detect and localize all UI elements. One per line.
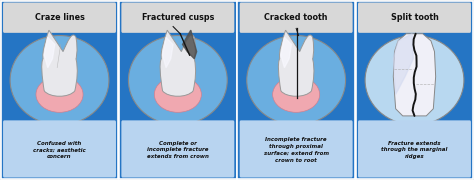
Polygon shape [182, 30, 197, 59]
PathPatch shape [160, 30, 196, 96]
Ellipse shape [155, 77, 201, 112]
Text: Fracture extends
through the marginal
ridges: Fracture extends through the marginal ri… [381, 141, 447, 159]
Text: Split tooth: Split tooth [391, 13, 438, 22]
Text: Incomplete fracture
through proximal
surface; extend from
crown to root: Incomplete fracture through proximal sur… [264, 137, 329, 163]
PathPatch shape [278, 30, 314, 96]
Text: Craze lines: Craze lines [35, 13, 84, 22]
Ellipse shape [10, 35, 109, 125]
FancyBboxPatch shape [121, 120, 234, 177]
FancyBboxPatch shape [358, 3, 471, 33]
Polygon shape [393, 34, 413, 94]
Polygon shape [393, 34, 436, 116]
Text: Cracked tooth: Cracked tooth [264, 13, 328, 22]
Text: Complete or
incomplete fracture
extends from crown: Complete or incomplete fracture extends … [147, 141, 209, 159]
FancyBboxPatch shape [240, 120, 353, 177]
FancyBboxPatch shape [358, 120, 471, 177]
Ellipse shape [273, 77, 319, 112]
FancyBboxPatch shape [237, 1, 355, 179]
FancyBboxPatch shape [356, 1, 474, 179]
Polygon shape [281, 37, 292, 68]
Ellipse shape [36, 77, 83, 112]
FancyBboxPatch shape [3, 3, 116, 33]
FancyBboxPatch shape [119, 1, 237, 179]
Ellipse shape [365, 35, 464, 125]
FancyBboxPatch shape [3, 120, 116, 177]
FancyBboxPatch shape [121, 3, 234, 33]
PathPatch shape [42, 30, 77, 96]
Text: Confused with
cracks; aesthetic
concern: Confused with cracks; aesthetic concern [33, 141, 86, 159]
FancyBboxPatch shape [240, 3, 353, 33]
Text: Fractured cusps: Fractured cusps [142, 13, 214, 22]
Ellipse shape [247, 35, 346, 125]
Polygon shape [163, 37, 173, 68]
Ellipse shape [128, 35, 227, 125]
FancyBboxPatch shape [0, 1, 118, 179]
Polygon shape [44, 37, 55, 68]
